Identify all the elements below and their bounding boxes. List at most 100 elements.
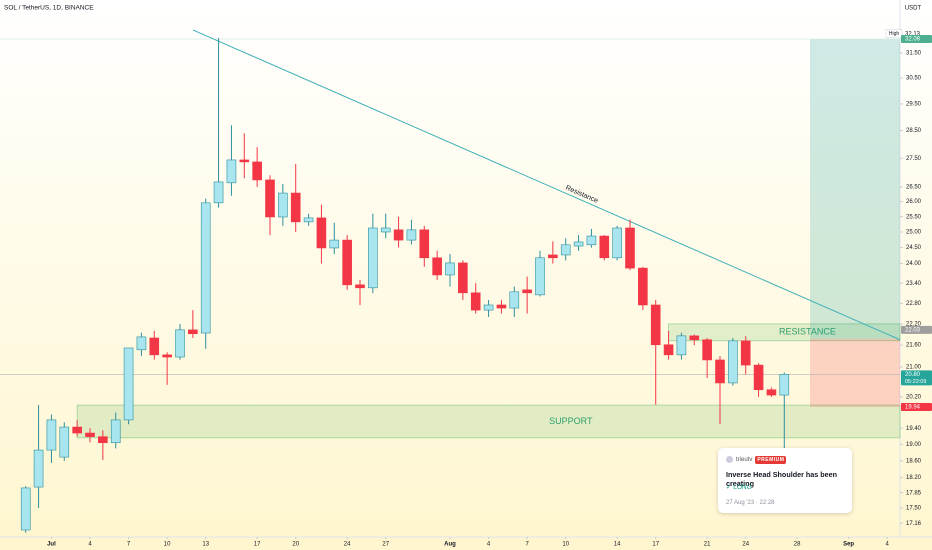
x-tick-label: 17 (652, 542, 659, 548)
candle-body (278, 192, 288, 218)
chart-title: SOL / TetherUS, 1D, BINANCE (4, 5, 94, 12)
candle-body (445, 262, 455, 276)
y-tick-label: 25.00 (906, 230, 922, 236)
candle-body (98, 436, 108, 444)
price-tag (901, 402, 932, 411)
high-tag-label: High (889, 31, 900, 37)
candle-body (689, 335, 700, 341)
price-tag (901, 325, 932, 334)
y-tick-label: 24.50 (906, 245, 922, 251)
candle-body (753, 364, 764, 391)
candle-body (136, 336, 147, 351)
candle-body (663, 344, 674, 356)
candle-body (419, 229, 430, 259)
y-tick-label: 30.50 (906, 76, 922, 82)
x-tick-label: 10 (164, 542, 171, 548)
candle-body (188, 329, 198, 335)
candle-body (149, 337, 160, 356)
zone-label: RESISTANCE (779, 327, 836, 337)
candle-body (779, 374, 790, 396)
signal: ✓ LONG (726, 483, 752, 491)
candle-body (496, 304, 507, 309)
candle-body (85, 432, 95, 437)
candle-body (316, 217, 327, 249)
candle-body (200, 202, 211, 334)
candle-body (625, 227, 635, 269)
high-tag-value: 32.13 (905, 31, 921, 37)
price-tag-label: 22.03 (905, 327, 921, 333)
price-tag (901, 35, 932, 44)
candle-body (573, 241, 584, 247)
y-tick-label: 17.85 (906, 490, 922, 496)
candle-body (110, 419, 121, 444)
y-tick-label: 22.20 (906, 321, 922, 327)
candle-body (470, 292, 481, 311)
position-target (810, 39, 900, 339)
price-tag-label: 20.80 (905, 372, 921, 378)
trendline (192, 29, 901, 341)
candle-body (766, 389, 777, 396)
y-tick-label: 23.40 (906, 281, 922, 287)
y-tick-label: 17.50 (906, 506, 922, 512)
candle-body (368, 227, 378, 289)
x-tick-label: 17 (254, 542, 261, 548)
y-tick-label: 28.50 (906, 128, 922, 134)
candle-body (483, 304, 494, 311)
avatar (726, 456, 733, 463)
candle-body (458, 262, 468, 294)
author-row: trieutv PREMIUM (726, 456, 787, 465)
candle-body (46, 419, 57, 451)
y-tick-label: 20.20 (906, 395, 922, 401)
candle-body (548, 254, 558, 259)
high-tag-bg (885, 29, 903, 39)
x-tick-label: 4 (885, 542, 889, 548)
price-tag-countdown: 05:22:09 (905, 379, 926, 385)
candle-body (355, 284, 365, 289)
y-tick-label: 18.20 (906, 475, 922, 481)
zone-label: SUPPORT (549, 416, 593, 426)
y-tick-label: 26.00 (906, 199, 922, 205)
y-tick-label: 25.50 (906, 214, 922, 220)
x-tick-label: Sep (843, 542, 854, 548)
candle-body (226, 159, 237, 184)
x-tick-label: 24 (344, 542, 351, 548)
candle-body (650, 304, 661, 346)
y-tick-label: 27.50 (906, 156, 922, 162)
candle-body (715, 359, 725, 384)
price-tag (901, 370, 932, 386)
candle-body (728, 340, 738, 384)
candle-body (599, 235, 610, 259)
candle-body (509, 291, 520, 309)
x-tick-label: Jul (47, 542, 56, 548)
candle-body (406, 229, 417, 241)
badge: PREMIUM (755, 456, 787, 465)
idea-card[interactable]: trieutv PREMIUM Inverse Head Shoulder has… (718, 448, 852, 513)
candle-body (162, 354, 172, 358)
x-tick-label: 4 (487, 542, 491, 548)
candle-body (740, 340, 751, 366)
check-icon: ✓ (726, 484, 732, 491)
y-tick-label: 22.80 (906, 301, 922, 307)
axes: 31.50 30.50 29.50 28.50 27.50 26.50 26.00 25.50… (47, 29, 932, 548)
x-tick-label: 28 (794, 542, 801, 548)
candle-body (20, 487, 31, 531)
y-tick-label: 21.00 (906, 364, 922, 370)
x-tick-label: 21 (704, 542, 711, 548)
candle-body (535, 257, 545, 296)
y-tick-label: 21.60 (906, 343, 922, 349)
zone (76, 404, 901, 439)
y-tick-label: 18.60 (906, 458, 922, 464)
candle-body (213, 181, 224, 204)
x-tick-label: Aug (444, 542, 456, 548)
x-tick-label: 20 (292, 542, 299, 548)
x-tick-label: 13 (202, 542, 209, 548)
candle-body (252, 161, 262, 181)
candle-body (612, 227, 622, 259)
y-tick-label: 19.00 (906, 442, 922, 448)
author: trieutv (736, 457, 753, 464)
x-tick-label: 14 (614, 542, 621, 548)
y-tick-label: 19.40 (906, 426, 922, 432)
candle-body (676, 335, 687, 356)
